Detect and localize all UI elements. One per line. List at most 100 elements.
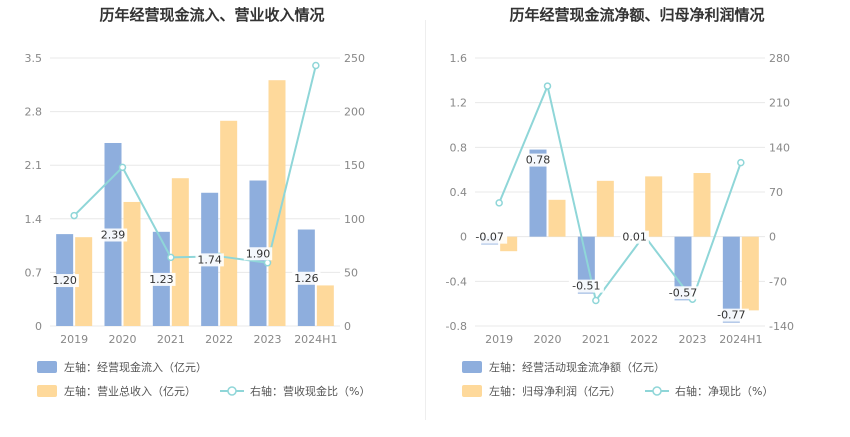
x-axis-tick: 2020 (534, 333, 562, 346)
right-axis-tick: 140 (769, 141, 790, 154)
x-axis-tick: 2022 (630, 333, 658, 346)
x-axis-tick: 2021 (157, 333, 185, 346)
bar-primary-2020 (529, 149, 547, 237)
x-axis-tick: 2020 (109, 333, 137, 346)
x-axis-tick: 2019 (60, 333, 88, 346)
legend-label-line: 右轴：净现比（%） (675, 384, 773, 398)
right-axis-tick: 50 (344, 266, 358, 279)
chart-panel-net-cash-profit: 历年经营现金流净额、归母净利润情况 -0.8 -0.4 0 0.4 0.8 1.2 1.6 -1… (425, 0, 850, 437)
bar-data-label: -0.51 (572, 280, 600, 293)
panel-divider (425, 20, 426, 420)
bar-data-label: 1.20 (52, 274, 77, 287)
bar-data-label-bg (195, 253, 224, 267)
right-axis-tick: 70 (769, 186, 783, 199)
line-series-ratio (73, 65, 317, 264)
x-axis-tick: 2023 (254, 333, 282, 346)
x-axis-tick: 2021 (582, 333, 610, 346)
bar-data-label-bg (523, 153, 553, 167)
left-axis-tick: 0.8 (450, 141, 468, 154)
legend-label-secondary-bar: 左轴：归母净利润（亿元） (489, 384, 621, 398)
bar-secondary-2021 (596, 180, 614, 237)
left-axis-tick: 0.7 (25, 266, 43, 279)
bar-data-label: 1.74 (197, 253, 222, 266)
bar-data-label-bg (147, 272, 176, 286)
bar-data-label: -0.77 (717, 309, 745, 322)
right-axis-tick: 0 (769, 231, 776, 244)
line-point-2019 (70, 211, 78, 220)
bar-data-label: -0.07 (475, 231, 503, 244)
bar-primary-2023 (674, 236, 692, 301)
bar-primary-2024H1 (722, 236, 740, 323)
bar-secondary-2024H1 (316, 285, 334, 326)
bar-data-label-bg (472, 230, 508, 244)
line-point-2024H1 (737, 158, 745, 167)
legend-label-line: 右轴：营收现金比（%） (250, 384, 370, 398)
right-axis-tick: 280 (769, 52, 790, 65)
legend-swatch-line-marker (227, 386, 237, 396)
x-axis-tick: 2022 (205, 333, 233, 346)
bar-data-label-bg (98, 228, 128, 242)
right-axis-tick: 100 (344, 213, 365, 226)
bar-data-label-bg (568, 279, 604, 293)
chart-title: 历年经营现金流净额、归母净利润情况 (509, 6, 764, 24)
x-axis-tick: 2023 (679, 333, 707, 346)
bar-secondary-2020 (548, 199, 566, 237)
x-axis-tick: 2024H1 (719, 333, 762, 346)
left-axis-tick: 0.4 (450, 186, 468, 199)
bar-data-label-bg (50, 274, 79, 288)
left-axis-tick: 2.8 (25, 106, 43, 119)
x-axis-tick: 2024H1 (294, 333, 337, 346)
bar-secondary-2021 (171, 178, 189, 326)
left-axis-tick: -0.8 (446, 320, 467, 333)
bar-secondary-2023 (693, 173, 711, 237)
legend-swatch-primary-bar (37, 361, 57, 373)
right-axis-tick: 200 (344, 106, 365, 119)
chart-panel-cash-inflow-revenue: 历年经营现金流入、营业收入情况 0 0.7 1.4 2.1 2.8 3.5 0 50 100 150… (25, 6, 371, 398)
legend-swatch-secondary-bar (37, 385, 57, 397)
bar-data-label-bg (665, 286, 701, 300)
legend-swatch-primary-bar (462, 361, 482, 373)
bar-secondary-2020 (123, 201, 141, 326)
left-axis-tick: 2.1 (25, 159, 43, 172)
legend-label-secondary-bar: 左轴：营业总收入（亿元） (64, 384, 196, 398)
right-axis-tick: 150 (344, 159, 365, 172)
bar-secondary-2019 (75, 237, 93, 326)
right-axis-tick: 0 (344, 320, 351, 333)
legend-label-primary-bar: 左轴：经营现金流入（亿元） (64, 360, 207, 374)
right-axis-tick: -70 (769, 275, 787, 288)
bar-data-label: 1.26 (294, 272, 319, 285)
left-axis-tick: 0 (460, 231, 467, 244)
left-axis-tick: 1.4 (25, 213, 43, 226)
bar-data-label-bg (243, 247, 273, 261)
bar-secondary-2022 (220, 120, 238, 326)
bar-data-label-bg (620, 230, 649, 244)
left-axis-tick: 1.6 (450, 52, 468, 65)
bar-data-label: 2.39 (101, 228, 126, 241)
left-axis-tick: 1.2 (450, 97, 468, 110)
left-axis-tick: -0.4 (446, 275, 467, 288)
bar-data-label: 1.90 (246, 247, 271, 260)
line-point-2024H1 (312, 61, 320, 70)
chart-svg-right: 历年经营现金流净额、归母净利润情况 -0.8 -0.4 0 0.4 0.8 1.2 1.6 -1… (446, 6, 794, 398)
line-point-2021 (167, 253, 175, 262)
legend-label-primary-bar: 左轴：经营活动现金流净额（亿元） (489, 360, 665, 374)
right-axis-tick: -140 (769, 320, 794, 333)
line-point-2020 (118, 163, 127, 172)
right-axis-tick: 210 (769, 97, 790, 110)
bar-data-label: 0.78 (526, 154, 551, 167)
bar-data-label: 0.01 (622, 231, 647, 244)
legend-swatch-line-marker (652, 386, 662, 396)
bar-secondary-2024H1 (741, 236, 759, 311)
line-point-2019 (495, 199, 503, 207)
chart-svg-left: 历年经营现金流入、营业收入情况 0 0.7 1.4 2.1 2.8 3.5 0 50 100 150… (25, 6, 371, 398)
bar-data-label: 1.23 (149, 273, 174, 286)
bar-data-label: -0.57 (669, 286, 697, 299)
chart-title: 历年经营现金流入、营业收入情况 (99, 6, 324, 24)
line-point-2020 (543, 82, 552, 90)
line-point-2021 (592, 296, 600, 305)
left-axis-tick: 3.5 (25, 52, 43, 65)
legend-swatch-secondary-bar (462, 385, 482, 397)
left-axis-tick: 0 (35, 320, 42, 333)
bar-data-label-bg (292, 271, 321, 285)
line-point-2023 (263, 259, 272, 267)
